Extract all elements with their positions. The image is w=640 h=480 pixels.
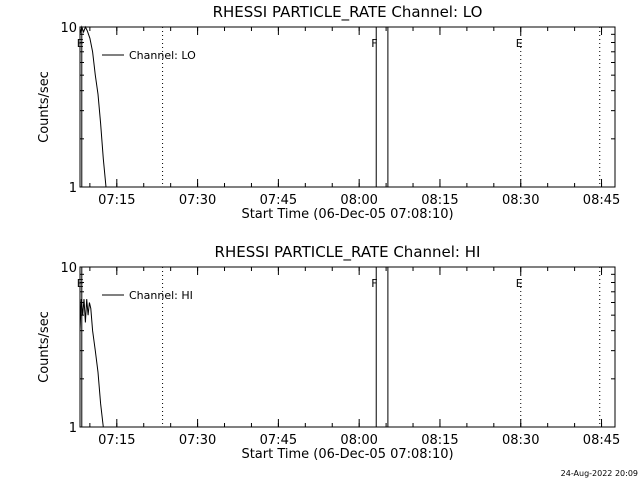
x-tick-label: 07:30	[179, 433, 216, 448]
chart-title: RHESSI PARTICLE_RATE Channel: LO	[213, 3, 483, 22]
x-tick-label: 08:15	[421, 193, 458, 208]
x-tick-label: 08:30	[502, 433, 539, 448]
series-line-1	[79, 299, 104, 428]
legend-label: Channel: HI	[129, 289, 193, 302]
generation-timestamp: 24-Aug-2022 20:09	[560, 469, 638, 478]
y-tick-label: 1	[69, 181, 77, 196]
chart-panel-2: RHESSI PARTICLE_RATE Channel: HI 1 10 07:15…	[37, 243, 620, 462]
plot-frame	[79, 266, 616, 428]
x-tick-label: 07:30	[179, 193, 216, 208]
x-tick-label: 07:15	[98, 193, 135, 208]
y-axis-label: Counts/sec	[37, 311, 52, 383]
x-tick-label: 07:45	[260, 433, 297, 448]
chart-title: RHESSI PARTICLE_RATE Channel: HI	[215, 243, 481, 262]
y-tick-label: 1	[69, 421, 77, 436]
y-tick-label: 10	[60, 261, 77, 276]
x-tick-label: 08:30	[502, 193, 539, 208]
x-tick-label: 07:15	[98, 433, 135, 448]
x-axis-label: Start Time (06-Dec-05 07:08:10)	[241, 207, 453, 222]
chart-panel-1: RHESSI PARTICLE_RATE Channel: LO 1 10 07:15…	[37, 3, 620, 222]
event-marker-label: F	[371, 37, 377, 50]
event-marker-label: E	[516, 37, 523, 50]
event-marker-label: E	[77, 277, 84, 290]
x-tick-label: 08:45	[583, 433, 620, 448]
series-line-1	[79, 25, 107, 188]
x-tick-label: 08:00	[340, 193, 377, 208]
x-tick-label: 08:15	[421, 433, 458, 448]
y-tick-label: 10	[60, 21, 77, 36]
x-tick-label: 07:45	[260, 193, 297, 208]
y-axis-label: Counts/sec	[37, 71, 52, 143]
x-tick-label: 08:00	[340, 433, 377, 448]
event-marker-label: E	[77, 37, 84, 50]
event-marker-label: E	[516, 277, 523, 290]
plot-frame	[79, 26, 616, 188]
x-axis-label: Start Time (06-Dec-05 07:08:10)	[241, 447, 453, 462]
x-tick-label: 08:45	[583, 193, 620, 208]
legend-label: Channel: LO	[129, 49, 196, 62]
event-marker-label: F	[371, 277, 377, 290]
